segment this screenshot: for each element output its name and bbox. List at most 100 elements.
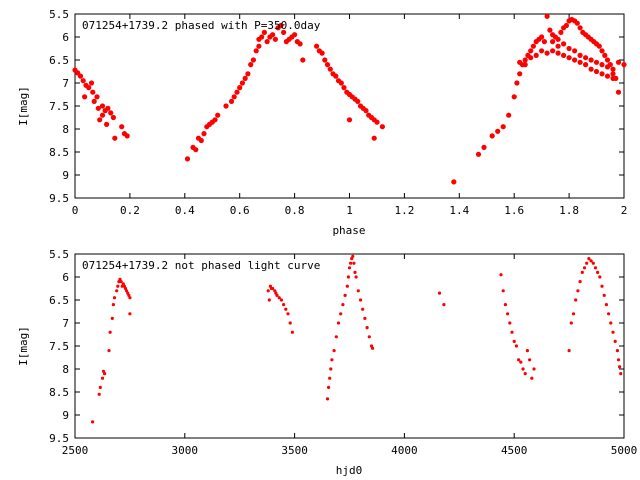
y-tick-label: 7 (62, 317, 69, 330)
data-point (111, 303, 115, 307)
data-point (604, 64, 611, 70)
data-point (599, 71, 605, 77)
data-point (475, 151, 482, 157)
data-point (99, 112, 106, 118)
y-tick-label: 7.5 (49, 100, 69, 113)
data-point (604, 57, 611, 63)
data-point (319, 50, 325, 56)
y-axis-label: I[mag] (17, 326, 30, 366)
data-point (437, 291, 442, 295)
data-point (587, 257, 591, 261)
data-point (619, 372, 623, 376)
data-point (593, 68, 600, 75)
data-point (615, 59, 622, 65)
x-tick-label: 0.2 (120, 204, 140, 217)
data-point (517, 71, 523, 77)
data-point (508, 321, 512, 325)
data-point (499, 273, 503, 277)
data-point (242, 75, 248, 81)
data-point (613, 339, 617, 343)
data-point (611, 330, 615, 334)
data-point (510, 330, 514, 334)
data-point (314, 43, 320, 49)
data-point (346, 275, 350, 279)
plot-frame (74, 253, 625, 439)
data-point (103, 372, 107, 376)
data-point (561, 52, 567, 59)
data-point (361, 307, 365, 311)
x-tick-label: 4000 (391, 444, 418, 457)
tick-labels: 2500 3000 3500 4000 4500 5000 5.5 6 6.5 7 7.5 8 8.5 9… (49, 248, 637, 457)
data-point (593, 266, 598, 270)
data-point (351, 254, 355, 258)
data-point (278, 22, 284, 29)
axis-ticks (74, 13, 625, 199)
data-point (116, 284, 120, 288)
y-tick-label: 9.5 (49, 192, 69, 205)
data-point (599, 62, 605, 68)
data-point (610, 71, 616, 77)
data-point (602, 52, 608, 59)
data-point (522, 57, 528, 63)
data-point (528, 358, 532, 362)
data-point (98, 385, 102, 389)
data-point (115, 289, 119, 293)
data-point (610, 66, 616, 72)
data-point (119, 280, 123, 284)
data-point (355, 98, 361, 104)
x-tick-label: 4500 (501, 444, 528, 457)
data-point (82, 94, 88, 100)
data-point (250, 57, 256, 63)
data-point (97, 117, 103, 123)
data-point (277, 296, 281, 300)
data-point (599, 48, 605, 54)
data-point (621, 62, 627, 68)
data-point (198, 137, 204, 144)
data-points (91, 254, 623, 424)
x-tick-label: 1.8 (559, 204, 579, 217)
data-point (514, 80, 520, 86)
data-point (501, 289, 505, 293)
data-point (325, 397, 330, 401)
x-tick-label: 1.6 (504, 204, 524, 217)
data-point (451, 179, 457, 185)
data-point (541, 39, 548, 45)
data-point (333, 73, 339, 79)
data-point (107, 349, 111, 353)
data-point (578, 280, 582, 284)
data-point (523, 372, 527, 376)
data-point (577, 59, 583, 65)
data-point (371, 346, 375, 350)
data-point (184, 156, 191, 162)
data-point (530, 43, 537, 49)
y-tick-label: 7.5 (49, 340, 69, 353)
y-tick-label: 8 (62, 123, 69, 136)
data-point (615, 349, 620, 353)
data-point (339, 312, 343, 316)
data-point (442, 303, 446, 307)
data-point (528, 48, 534, 54)
data-point (234, 89, 240, 95)
data-point (358, 298, 363, 302)
data-point (530, 376, 534, 380)
data-point (272, 36, 278, 42)
data-point (615, 89, 622, 95)
data-point (193, 147, 199, 153)
data-point (583, 62, 589, 68)
data-point (124, 133, 130, 139)
data-point (223, 103, 229, 109)
data-point (566, 55, 572, 61)
data-point (327, 66, 333, 72)
data-point (582, 266, 587, 270)
x-tick-label: 5000 (611, 444, 638, 457)
data-point (119, 124, 125, 130)
y-tick-label: 8 (62, 363, 69, 376)
y-tick-label: 6.5 (49, 294, 69, 307)
y-tick-label: 9 (62, 169, 69, 182)
data-point (253, 48, 259, 54)
data-point (110, 114, 116, 121)
y-tick-label: 8.5 (49, 146, 69, 159)
data-point (228, 98, 235, 104)
data-point (588, 66, 594, 72)
x-tick-label: 0.4 (175, 204, 195, 217)
